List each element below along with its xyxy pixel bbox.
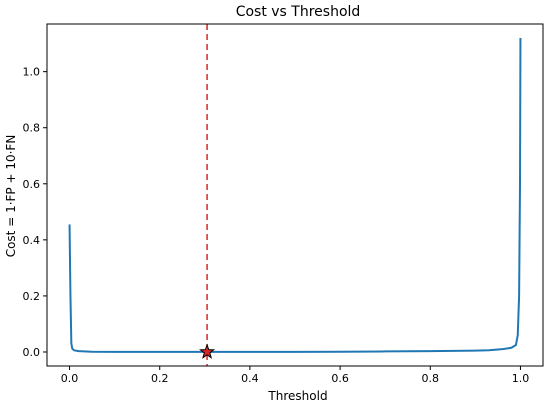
x-tick-label: 0.4 — [241, 372, 259, 385]
y-tick-label: 0.2 — [23, 290, 41, 303]
chart-title: Cost vs Threshold — [236, 4, 361, 20]
optimal-threshold-star — [199, 343, 216, 359]
plot-frame — [46, 23, 544, 367]
x-tick-label: 0.6 — [331, 372, 349, 385]
x-tick-label: 0.8 — [422, 372, 440, 385]
x-axis-ticks: 0.0 0.2 0.4 0.6 0.8 1.0 — [61, 366, 529, 385]
x-axis-title: Threshold — [267, 389, 327, 403]
y-tick-label: 0.6 — [23, 178, 41, 191]
x-tick-label: 0.2 — [151, 372, 169, 385]
plot-area — [68, 24, 522, 366]
y-tick-label: 0.4 — [23, 234, 41, 247]
y-tick-label: 0.0 — [23, 346, 41, 359]
y-tick-label: 1.0 — [23, 66, 41, 79]
y-tick-label: 0.8 — [23, 122, 41, 135]
y-axis-title: Cost = 1·FP + 10·FN — [4, 135, 18, 258]
x-tick-label: 1.0 — [512, 372, 530, 385]
y-axis-ticks: 0.0 0.2 0.4 0.6 0.8 1.0 — [23, 66, 47, 359]
series-line — [68, 38, 522, 353]
x-tick-label: 0.0 — [61, 372, 79, 385]
